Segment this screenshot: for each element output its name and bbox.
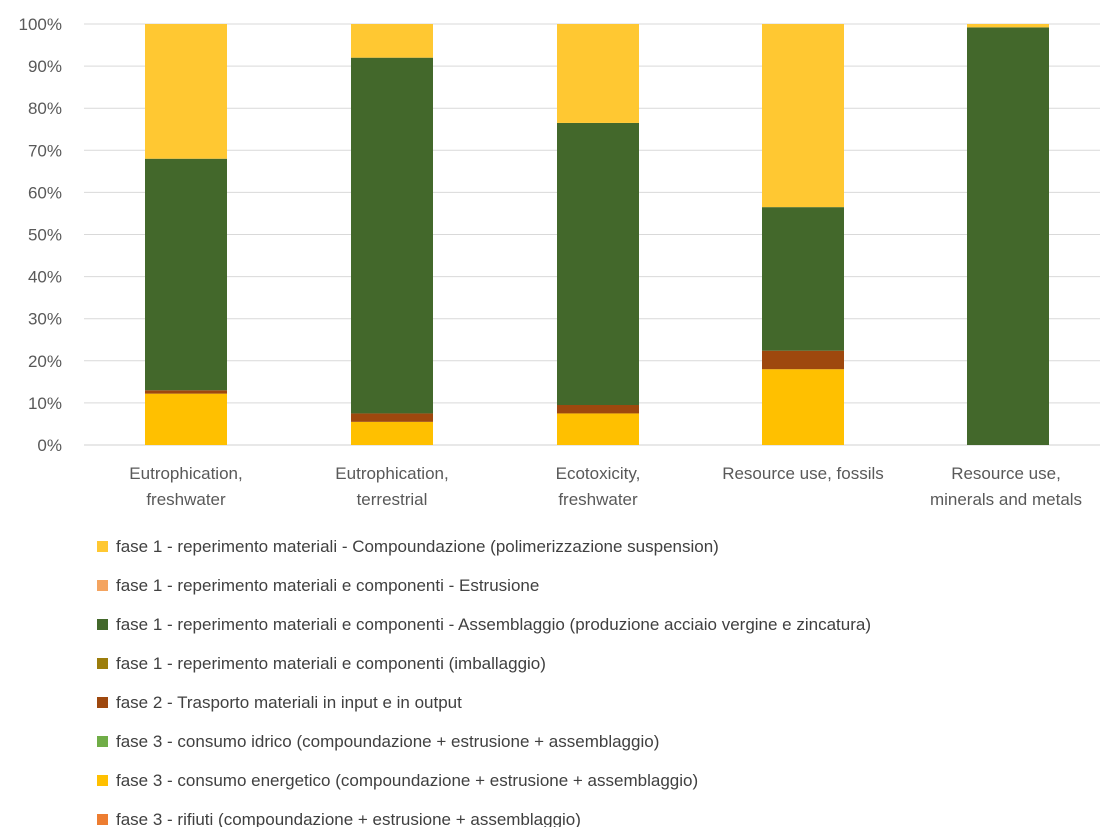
bar-segment	[762, 24, 844, 208]
y-tick-label: 100%	[19, 15, 62, 34]
bar-segment	[145, 24, 227, 159]
category-label: Ecotoxicity,	[556, 464, 641, 483]
legend-swatch	[97, 697, 108, 708]
bar-segment	[762, 207, 844, 351]
y-tick-label: 50%	[28, 226, 62, 245]
y-tick-label: 40%	[28, 268, 62, 287]
legend-label: fase 1 - reperimento materiali e compone…	[116, 654, 546, 673]
bar-stack	[351, 24, 433, 445]
legend-swatch	[97, 658, 108, 669]
legend: fase 1 - reperimento materiali - Compoun…	[97, 537, 871, 827]
legend-swatch	[97, 736, 108, 747]
legend-label: fase 3 - consumo energetico (compoundazi…	[116, 771, 698, 790]
category-label: Eutrophication,	[129, 464, 242, 483]
legend-item: fase 1 - reperimento materiali e compone…	[97, 615, 871, 634]
category-label: freshwater	[558, 490, 638, 509]
legend-swatch	[97, 775, 108, 786]
bar-segment	[145, 393, 227, 445]
legend-item: fase 3 - consumo energetico (compoundazi…	[97, 771, 698, 790]
legend-item: fase 1 - reperimento materiali - Compoun…	[97, 537, 719, 556]
bar-segment	[967, 24, 1049, 28]
bar-stack	[557, 24, 639, 445]
category-label: Resource use,	[951, 464, 1061, 483]
bar-segment	[557, 413, 639, 445]
bar-stack	[967, 24, 1049, 445]
bar-stack	[762, 24, 844, 445]
bar-segment	[351, 421, 433, 445]
legend-swatch	[97, 814, 108, 825]
bar-segment	[351, 57, 433, 414]
category-label: Resource use, fossils	[722, 464, 884, 483]
legend-label: fase 1 - reperimento materiali - Compoun…	[116, 537, 719, 556]
bars	[145, 24, 1049, 445]
legend-swatch	[97, 619, 108, 630]
y-tick-label: 0%	[37, 436, 62, 455]
y-tick-label: 70%	[28, 141, 62, 160]
legend-label: fase 3 - rifiuti (compoundazione + estru…	[116, 810, 581, 827]
bar-segment	[967, 27, 1049, 445]
y-tick-label: 30%	[28, 310, 62, 329]
legend-label: fase 3 - consumo idrico (compoundazione …	[116, 732, 659, 751]
bar-segment	[557, 405, 639, 414]
y-axis: 0% 10% 20% 30% 40% 50% 60% 70% 80% 90% 100%	[19, 15, 62, 455]
legend-item: fase 3 - rifiuti (compoundazione + estru…	[97, 810, 581, 827]
bar-stack	[145, 24, 227, 445]
bar-segment	[351, 24, 433, 58]
bar-segment	[351, 413, 433, 422]
legend-label: fase 1 - reperimento materiali e compone…	[116, 576, 539, 595]
x-axis: Eutrophication, freshwater Eutrophication,…	[129, 464, 1082, 509]
bar-segment	[762, 350, 844, 370]
legend-swatch	[97, 580, 108, 591]
bar-segment	[145, 390, 227, 394]
legend-item: fase 3 - consumo idrico (compoundazione …	[97, 732, 659, 751]
y-tick-label: 20%	[28, 352, 62, 371]
legend-swatch	[97, 541, 108, 552]
legend-label: fase 1 - reperimento materiali e compone…	[116, 615, 871, 634]
bar-segment	[557, 24, 639, 123]
legend-item: fase 2 - Trasporto materiali in input e …	[97, 693, 462, 712]
bar-segment	[145, 158, 227, 391]
y-tick-label: 90%	[28, 57, 62, 76]
legend-item: fase 1 - reperimento materiali e compone…	[97, 654, 546, 673]
legend-item: fase 1 - reperimento materiali e compone…	[97, 576, 539, 595]
category-label: Eutrophication,	[335, 464, 448, 483]
y-tick-label: 10%	[28, 394, 62, 413]
bar-segment	[557, 122, 639, 406]
y-tick-label: 80%	[28, 99, 62, 118]
y-tick-label: 60%	[28, 183, 62, 202]
category-label: terrestrial	[357, 490, 428, 509]
category-label: freshwater	[146, 490, 226, 509]
legend-label: fase 2 - Trasporto materiali in input e …	[116, 693, 462, 712]
bar-segment	[762, 369, 844, 445]
category-label: minerals and metals	[930, 490, 1082, 509]
